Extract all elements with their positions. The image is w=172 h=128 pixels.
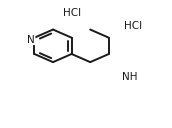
Text: HCl: HCl <box>63 8 82 18</box>
Text: N: N <box>27 35 35 45</box>
Text: HCl: HCl <box>124 21 142 31</box>
Text: NH: NH <box>122 72 138 82</box>
